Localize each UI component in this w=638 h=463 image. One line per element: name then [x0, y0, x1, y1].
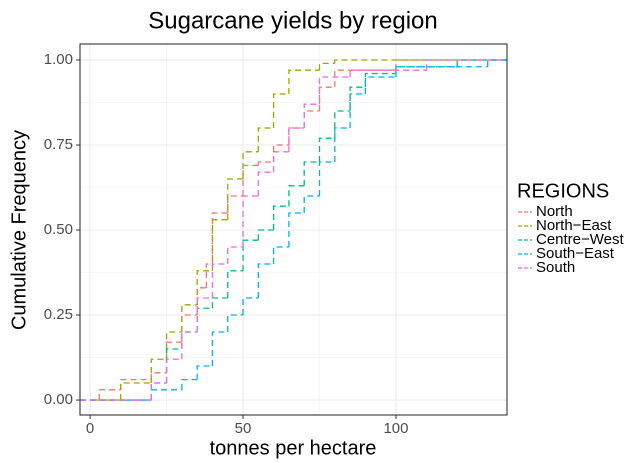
step-segment — [303, 110, 320, 128]
step-segment — [242, 297, 259, 316]
step-segment — [242, 195, 259, 248]
step-segment — [227, 178, 244, 220]
plot-border — [79, 43, 508, 416]
step-segment — [165, 358, 182, 384]
step-segment — [349, 86, 366, 111]
x-tick-label: 0 — [86, 420, 94, 437]
step-segment — [227, 195, 244, 214]
step-segment — [487, 59, 507, 67]
step-segment — [288, 69, 320, 94]
step-segment — [334, 69, 396, 88]
chart-title: Sugarcane yields by region — [148, 7, 438, 34]
step-segment — [257, 229, 274, 241]
step-segment — [334, 59, 507, 64]
step-segment — [349, 93, 366, 128]
y-axis-title: Cumulative Frequency — [8, 130, 30, 330]
y-tick-label: 1.00 — [44, 51, 73, 68]
legend-label: South−East — [536, 245, 615, 262]
legend-title: REGIONS — [517, 180, 609, 202]
step-segment — [395, 66, 488, 77]
step-segment — [150, 358, 167, 384]
step-segment — [150, 372, 167, 380]
step-segment — [181, 304, 198, 333]
step-segment — [318, 86, 335, 111]
step-segment — [196, 307, 213, 333]
step-segment — [318, 137, 335, 162]
step-segment — [303, 161, 320, 186]
x-tick-label: 100 — [383, 420, 408, 437]
step-segment — [272, 93, 289, 128]
step-segment — [181, 378, 198, 390]
step-segment — [318, 62, 335, 71]
step-segment — [120, 378, 152, 390]
step-segment — [364, 72, 396, 88]
y-tick-label: 0.50 — [44, 221, 73, 238]
step-segment — [257, 263, 274, 299]
step-segment — [98, 389, 121, 401]
step-segment — [349, 69, 427, 77]
step-segment — [257, 161, 274, 166]
y-tick-label: 0.00 — [44, 391, 73, 408]
step-segment — [181, 331, 198, 350]
step-segment — [120, 382, 152, 401]
step-segment — [150, 382, 167, 401]
y-tick-label: 0.75 — [44, 136, 73, 153]
x-tick-label: 50 — [235, 420, 252, 437]
step-segment — [181, 314, 198, 343]
step-segment — [334, 110, 351, 139]
step-segment — [303, 103, 320, 128]
step-segment — [257, 171, 274, 197]
legend-label: North−East — [536, 217, 612, 234]
step-segment — [165, 331, 182, 360]
x-axis-title: tonnes per hectare — [210, 437, 377, 459]
step-segment — [456, 59, 507, 67]
step-segment — [364, 76, 396, 94]
step-segment — [196, 365, 213, 380]
step-segment — [211, 331, 228, 367]
step-segment — [211, 263, 228, 299]
step-segment — [196, 287, 207, 316]
legend-label: Centre−West — [536, 231, 625, 248]
step-segment — [211, 297, 228, 309]
step-segment — [272, 144, 289, 162]
step-segment — [227, 314, 244, 333]
step-segment — [318, 76, 351, 105]
step-segment — [242, 164, 259, 197]
step-segment — [205, 263, 213, 288]
step-segment — [303, 195, 320, 214]
step-segment — [227, 270, 244, 299]
step-segment — [334, 127, 351, 162]
y-tick-label: 0.25 — [44, 306, 73, 323]
step-segment — [227, 246, 244, 265]
legend-label: South — [536, 259, 575, 276]
step-segment — [272, 246, 289, 265]
step-segment — [288, 127, 305, 145]
step-segment — [196, 297, 213, 333]
step-segment — [272, 151, 289, 173]
legend-label: North — [536, 203, 573, 220]
step-segment — [211, 212, 228, 265]
step-segment — [196, 270, 213, 305]
step-segment — [257, 127, 274, 152]
step-segment — [272, 205, 289, 231]
step-segment — [211, 219, 228, 271]
step-segment — [318, 161, 335, 197]
step-segment — [150, 382, 167, 401]
step-segment — [395, 59, 507, 71]
step-segment — [242, 239, 259, 271]
step-segment — [165, 348, 182, 384]
step-segment — [288, 212, 305, 248]
step-segment — [288, 185, 305, 207]
step-segment — [288, 127, 305, 152]
step-segment — [425, 59, 507, 71]
step-segment — [181, 331, 198, 360]
